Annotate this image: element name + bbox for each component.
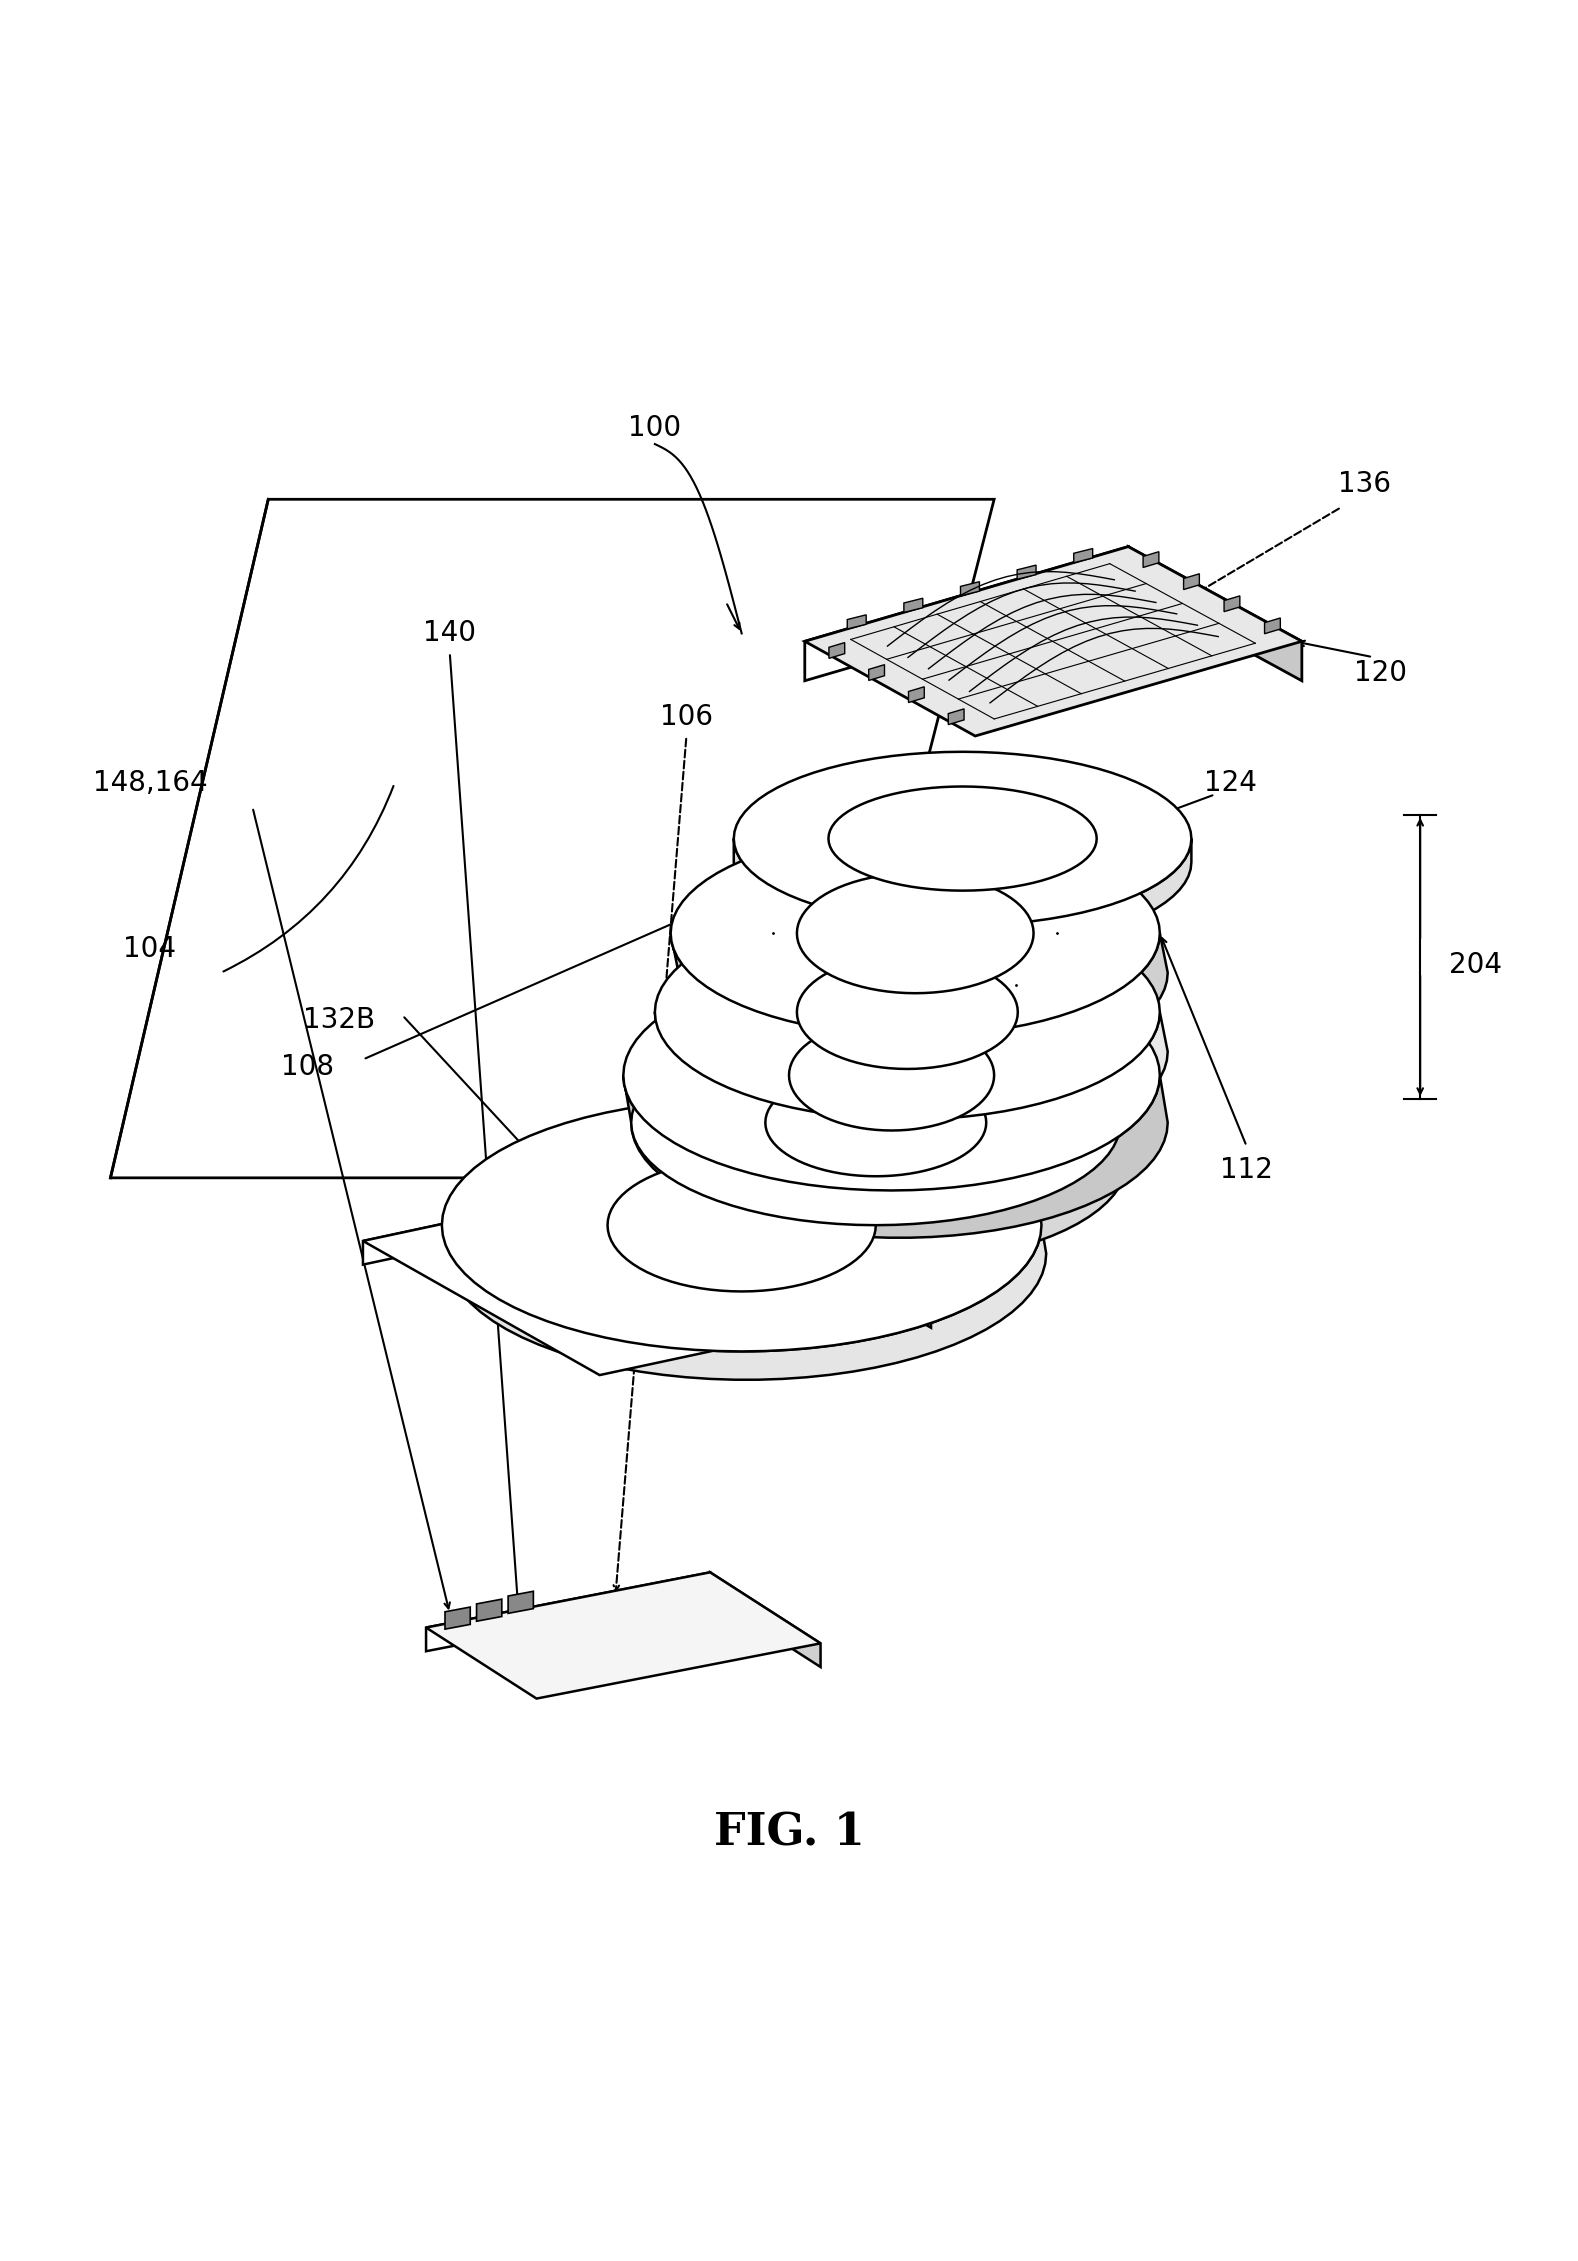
Polygon shape <box>797 934 1041 1033</box>
Polygon shape <box>671 830 1160 1036</box>
Text: 148,164: 148,164 <box>93 769 207 798</box>
Polygon shape <box>655 1013 1168 1160</box>
Text: 204: 204 <box>1449 952 1502 979</box>
Polygon shape <box>828 787 1097 891</box>
Polygon shape <box>608 1225 881 1320</box>
Polygon shape <box>1184 574 1199 590</box>
Text: 132C: 132C <box>508 1171 581 1201</box>
Text: 100: 100 <box>628 414 682 443</box>
Polygon shape <box>655 904 1160 1119</box>
Polygon shape <box>1018 565 1037 579</box>
Polygon shape <box>734 751 1191 925</box>
Polygon shape <box>1128 547 1302 681</box>
Polygon shape <box>508 1592 533 1614</box>
Text: FIG. 1: FIG. 1 <box>713 1811 865 1854</box>
Polygon shape <box>797 956 1018 1069</box>
Polygon shape <box>828 839 1097 913</box>
Text: 132A: 132A <box>524 1228 596 1255</box>
Polygon shape <box>608 1160 876 1291</box>
Text: 124: 124 <box>1204 769 1258 798</box>
Text: 108: 108 <box>281 1054 335 1081</box>
Text: 132B: 132B <box>303 1006 376 1033</box>
Polygon shape <box>631 1124 1127 1264</box>
Polygon shape <box>789 1020 994 1130</box>
Polygon shape <box>805 547 1128 681</box>
Polygon shape <box>442 1225 1046 1379</box>
Polygon shape <box>710 1571 821 1666</box>
Text: 106: 106 <box>660 703 713 730</box>
Polygon shape <box>477 1599 502 1621</box>
Polygon shape <box>797 873 1034 993</box>
Polygon shape <box>363 1169 694 1264</box>
Polygon shape <box>623 961 1160 1192</box>
Text: 128: 128 <box>1023 972 1076 999</box>
Polygon shape <box>631 1020 1120 1225</box>
Polygon shape <box>694 1169 931 1327</box>
Text: 116: 116 <box>762 981 816 1011</box>
Text: 120: 120 <box>1354 658 1408 687</box>
Polygon shape <box>445 1608 470 1630</box>
Polygon shape <box>734 839 1191 950</box>
Polygon shape <box>110 500 994 1178</box>
Polygon shape <box>797 1013 1026 1108</box>
Polygon shape <box>426 1571 821 1698</box>
Polygon shape <box>948 710 964 724</box>
Text: 104: 104 <box>123 936 177 963</box>
Polygon shape <box>426 1571 710 1651</box>
Text: 136: 136 <box>1338 470 1392 497</box>
Polygon shape <box>909 687 925 703</box>
Polygon shape <box>789 1076 1002 1178</box>
Polygon shape <box>1225 597 1240 613</box>
Polygon shape <box>1264 617 1280 633</box>
Polygon shape <box>869 665 885 681</box>
Text: 140: 140 <box>423 620 477 647</box>
Polygon shape <box>442 1099 1041 1352</box>
Polygon shape <box>363 1169 931 1375</box>
Polygon shape <box>805 547 1302 737</box>
Polygon shape <box>961 581 980 597</box>
Text: 106: 106 <box>833 857 887 884</box>
Polygon shape <box>671 934 1168 1076</box>
Text: 144: 144 <box>849 952 903 979</box>
Polygon shape <box>1073 549 1092 563</box>
Text: 112: 112 <box>1220 1155 1273 1185</box>
Polygon shape <box>1142 552 1158 568</box>
Polygon shape <box>847 615 866 629</box>
Polygon shape <box>623 1076 1168 1237</box>
Polygon shape <box>765 1069 986 1176</box>
Polygon shape <box>904 599 923 613</box>
Polygon shape <box>828 642 844 658</box>
Polygon shape <box>765 1124 993 1216</box>
